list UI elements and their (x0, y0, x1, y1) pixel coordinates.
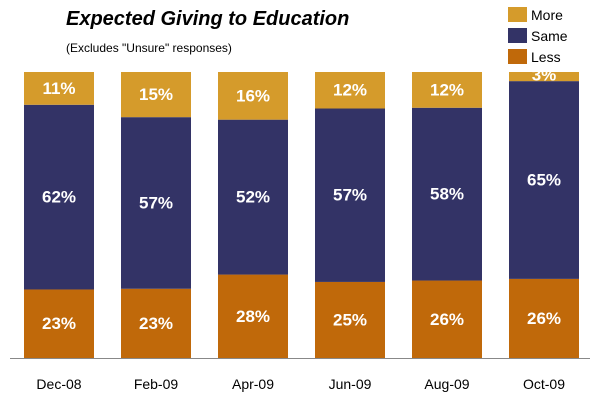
data-label-less-feb-09: 23% (139, 314, 173, 333)
bar-segment-more-apr-09 (218, 72, 288, 120)
bar-segment-same-feb-09 (121, 117, 191, 289)
legend-swatch-less (508, 49, 527, 64)
bar-segment-less-apr-09 (218, 274, 288, 358)
x-tick-label-apr-09: Apr-09 (232, 376, 274, 392)
bar-segment-same-aug-09 (412, 107, 482, 281)
bar-segment-more-oct-09 (509, 72, 579, 82)
bar-segment-same-apr-09 (218, 119, 288, 275)
chart-title: Expected Giving to Education (66, 8, 350, 30)
x-tick-label-dec-08: Dec-08 (36, 376, 81, 392)
bar-segment-same-jun-09 (315, 108, 385, 282)
data-label-more-oct-09: 3% (532, 65, 557, 84)
data-label-same-apr-09: 52% (236, 188, 270, 207)
data-label-same-feb-09: 57% (139, 193, 173, 212)
bar-segment-less-dec-08 (24, 289, 94, 358)
legend-swatch-same (508, 28, 527, 43)
bar-segment-less-jun-09 (315, 281, 385, 358)
data-label-more-aug-09: 12% (430, 80, 464, 99)
legend-label-same: Same (531, 27, 568, 44)
bar-segment-more-feb-09 (121, 72, 191, 118)
chart-subtitle: (Excludes "Unsure" responses) (66, 41, 232, 55)
data-label-less-oct-09: 26% (527, 309, 561, 328)
data-label-more-jun-09: 12% (333, 81, 367, 100)
data-label-same-aug-09: 58% (430, 185, 464, 204)
data-label-less-jun-09: 25% (333, 310, 367, 329)
bar-segment-less-aug-09 (412, 280, 482, 358)
bar-segment-more-aug-09 (412, 72, 482, 108)
data-label-same-jun-09: 57% (333, 186, 367, 205)
x-tick-label-aug-09: Aug-09 (424, 376, 469, 392)
legend-swatch-more (508, 7, 527, 22)
data-label-less-dec-08: 23% (42, 314, 76, 333)
data-label-same-dec-08: 62% (42, 188, 76, 207)
bar-segment-more-jun-09 (315, 72, 385, 109)
legend: More Same Less (508, 4, 568, 67)
data-label-less-apr-09: 28% (236, 307, 270, 326)
bar-segment-less-feb-09 (121, 288, 191, 358)
legend-item-less: Less (508, 46, 568, 67)
x-tick-label-jun-09: Jun-09 (329, 376, 372, 392)
bar-segment-same-dec-08 (24, 104, 94, 290)
data-label-more-feb-09: 15% (139, 85, 173, 104)
legend-item-more: More (508, 4, 568, 25)
legend-label-less: Less (531, 48, 561, 65)
bar-segment-same-oct-09 (509, 81, 579, 279)
data-label-same-oct-09: 65% (527, 170, 561, 189)
x-tick-label-oct-09: Oct-09 (523, 376, 565, 392)
data-label-less-aug-09: 26% (430, 310, 464, 329)
x-tick-label-feb-09: Feb-09 (134, 376, 179, 392)
legend-label-more: More (531, 6, 563, 23)
bar-segment-more-dec-08 (24, 72, 94, 105)
data-label-more-apr-09: 16% (236, 86, 270, 105)
legend-item-same: Same (508, 25, 568, 46)
data-label-more-dec-08: 11% (42, 79, 75, 98)
bar-segment-less-oct-09 (509, 278, 579, 358)
